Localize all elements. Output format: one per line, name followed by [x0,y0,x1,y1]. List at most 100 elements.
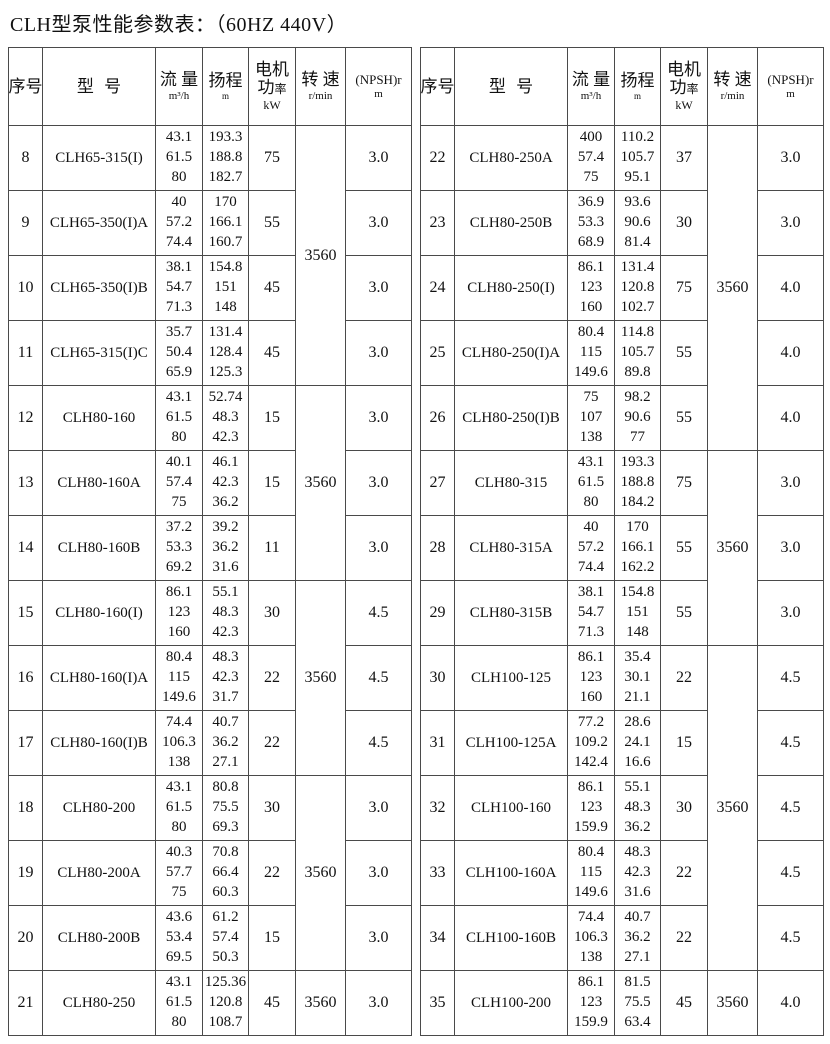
cell-npsh: 3.0 [757,515,824,581]
page-title: CLH型泵性能参数表：（60HZ 440V） [10,14,348,36]
cell-flow: 37.2 53.3 69.2 [155,515,203,581]
cell-model: CLH65-315(I)C [42,320,156,386]
value-head: 151 [214,279,237,296]
value-head: 120.8 [620,279,655,296]
value-head: 70.8 [212,844,239,861]
cell-model: CLH80-200B [42,905,156,971]
cell-seq: 18 [8,775,43,841]
value-head: 80.8 [212,779,239,796]
header-npsh: (NPSH)r m [345,47,412,126]
header-flow-label: 流 量 [159,69,199,89]
value-flow: 35.7 [165,324,193,341]
cell-head: 39.2 36.2 31.6 [202,515,249,581]
value-flow: 71.3 [165,298,193,315]
cell-npsh: 3.0 [757,580,824,646]
value-flow: 68.9 [577,233,605,250]
value-flow: 80.4 [165,649,193,666]
value-head: 24.1 [624,734,651,751]
value-flow: 37.2 [165,519,193,536]
value-flow: 53.4 [165,929,193,946]
header-power: 电机 功率 kW [248,47,296,126]
cell-speed: 3560 [707,125,758,451]
cell-npsh: 3.0 [345,840,412,906]
value-flow: 38.1 [165,259,193,276]
cell-head: 55.1 48.3 36.2 [614,775,661,841]
cell-seq: 12 [8,385,43,451]
cell-flow: 40 57.2 74.4 [155,190,203,256]
header-seq: 序号 [420,47,455,126]
value-flow: 86.1 [165,584,193,601]
value-head: 154.8 [620,584,655,601]
cell-npsh: 3.0 [757,190,824,256]
cell-flow: 77.2 109.2 142.4 [567,710,615,776]
cell-flow: 400 57.4 75 [567,125,615,191]
cell-speed: 3560 [295,125,346,386]
value-head: 48.3 [624,799,651,816]
cell-power: 37 [660,125,708,191]
value-flow: 74.4 [577,558,605,575]
value-flow: 80 [171,168,187,185]
value-flow: 80 [171,818,187,835]
table-row: 35 CLH100-200 86.1 123 159.9 81.5 75.5 63.4 45 35… [420,970,824,1036]
cell-npsh: 3.0 [757,125,824,191]
value-head: 193.3 [208,129,243,146]
table-row: 19 CLH80-200A 40.3 57.7 75 70.8 66.4 60.3 22 3.0 [8,840,412,906]
header-head-unit: m [221,90,229,101]
cell-power: 15 [248,905,296,971]
table-row: 9 CLH65-350(I)A 40 57.2 74.4 170 166.1 160.7 55 3… [8,190,412,256]
cell-seq: 24 [420,255,455,321]
value-head: 28.6 [624,714,651,731]
value-head: 39.2 [212,519,239,536]
cell-npsh: 3.0 [345,125,412,191]
cell-model: CLH80-160(I) [42,580,156,646]
value-head: 42.3 [212,428,239,445]
header-power: 电机 功率 kW [660,47,708,126]
cell-power: 75 [660,450,708,516]
cell-npsh: 4.5 [345,645,412,711]
value-flow: 61.5 [165,994,193,1011]
value-flow: 40 [583,519,599,536]
value-flow: 115 [168,669,190,686]
value-flow: 71.3 [577,623,605,640]
header-power-gong: 功 [257,78,275,98]
value-head: 69.3 [212,818,239,835]
cell-speed: 3560 [295,385,346,581]
value-flow: 160 [579,688,603,705]
header-speed-unit: r/min [720,89,745,102]
header-head-label: 扬程 [620,70,655,90]
cell-seq: 22 [420,125,455,191]
cell-power: 55 [660,580,708,646]
value-head: 60.3 [212,883,239,900]
value-head: 105.7 [620,344,655,361]
cell-npsh: 3.0 [345,385,412,451]
cell-model: CLH80-200A [42,840,156,906]
cell-model: CLH80-160 [42,385,156,451]
cell-npsh: 4.5 [345,710,412,776]
cell-model: CLH100-160B [454,905,568,971]
table-row: 18 CLH80-200 43.1 61.5 80 80.8 75.5 69.3 30 3560 3… [8,775,412,971]
cell-power: 45 [248,320,296,386]
value-head: 75.5 [624,994,651,1011]
cell-head: 125.36 120.8 108.7 [202,970,249,1036]
cell-npsh: 4.5 [757,840,824,906]
table-row: 20 CLH80-200B 43.6 53.4 69.5 61.2 57.4 50.3 15 3.… [8,905,412,971]
value-flow: 43.1 [165,129,193,146]
value-head: 188.8 [620,474,655,491]
cell-seq: 20 [8,905,43,971]
cell-seq: 19 [8,840,43,906]
cell-flow: 86.1 123 159.9 [567,775,615,841]
table-row: 14 CLH80-160B 37.2 53.3 69.2 39.2 36.2 31.6 11 3.… [8,515,412,581]
cell-flow: 43.1 61.5 80 [567,450,615,516]
value-flow: 86.1 [577,974,605,991]
cell-model: CLH65-350(I)A [42,190,156,256]
header-npsh-label: (NPSH)r [767,71,814,87]
cell-head: 154.8 151 148 [202,255,249,321]
value-head: 40.7 [624,909,651,926]
cell-head: 110.2 105.7 95.1 [614,125,661,191]
cell-npsh: 3.0 [345,190,412,256]
cell-flow: 40.3 57.7 75 [155,840,203,906]
value-head: 66.4 [212,864,239,881]
header-head: 扬程 m [614,47,661,126]
cell-seq: 25 [420,320,455,386]
value-flow: 160 [167,623,191,640]
